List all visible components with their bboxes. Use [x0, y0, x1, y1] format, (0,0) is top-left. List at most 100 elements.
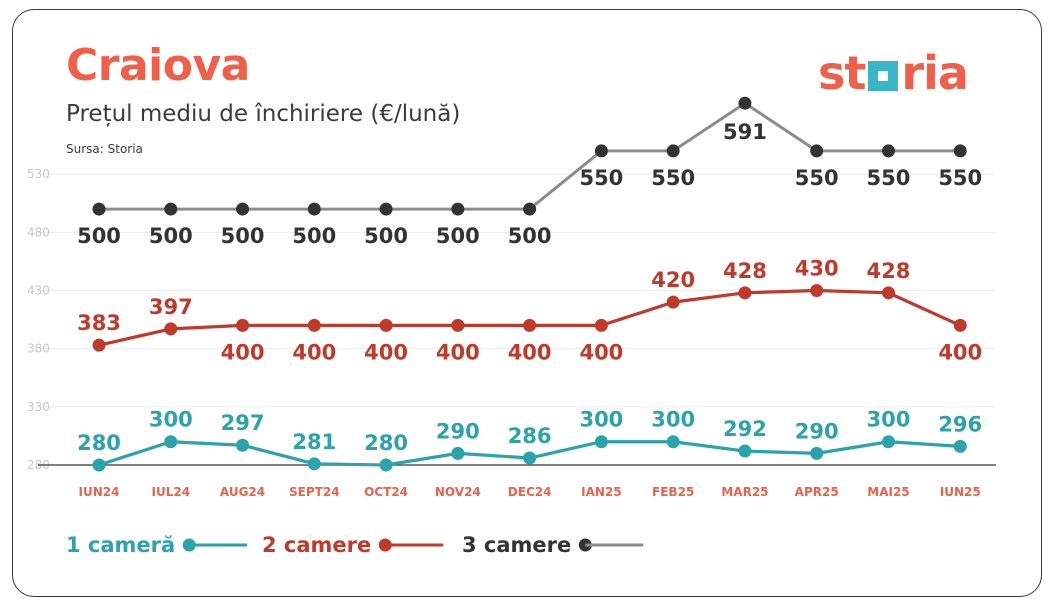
series-3-camere-point [92, 202, 106, 216]
series-1-camera-value-label: 300 [579, 408, 623, 432]
series-1-camera-point [307, 457, 321, 471]
series-2-camere-point [92, 338, 106, 352]
series-2-camere-value-label: 400 [364, 340, 408, 364]
y-tick-label: 330 [27, 400, 50, 414]
chart-subtitle: Prețul mediu de închiriere (€/lună) [66, 101, 461, 127]
series-3-camere-value-label: 550 [651, 166, 695, 190]
series-3-camere-value-label: 550 [867, 166, 911, 190]
y-tick-label: 380 [27, 342, 50, 356]
x-tick-label: APR25 [795, 485, 839, 499]
series-2-camere-value-label: 397 [149, 295, 193, 319]
series-2-camere-point [307, 318, 321, 332]
series-3-camere-point [451, 202, 465, 216]
y-tick-label: 430 [27, 284, 50, 298]
x-tick-label: NOV24 [435, 485, 481, 499]
series-1-camera-point [164, 435, 178, 449]
series-2-camere-point [666, 295, 680, 309]
series-1-camera-value-label: 300 [149, 408, 193, 432]
legend-label: 1 cameră [66, 533, 175, 557]
series-2-camere-value-label: 383 [77, 311, 121, 335]
series-2-camere-value-label: 400 [938, 340, 982, 364]
series-3-camere-value-label: 500 [221, 224, 265, 248]
series-2-camere-value-label: 428 [867, 259, 911, 283]
y-tick-label: 480 [27, 225, 50, 239]
series-2-camere-point [594, 318, 608, 332]
series-3-camere-point [307, 202, 321, 216]
x-tick-label: SEPT24 [289, 485, 340, 499]
x-tick-label: FEB25 [652, 485, 694, 499]
series-3-camere-point [164, 202, 178, 216]
series-3-camere-value-label: 500 [364, 224, 408, 248]
series-2-camere-point [164, 322, 178, 336]
logo-box-icon [868, 61, 899, 91]
series-1-camera-value-label: 281 [292, 430, 336, 454]
series-3-camere-value-label: 500 [508, 224, 552, 248]
series-1-camera-value-label: 297 [221, 411, 265, 435]
series-2-camere-point [738, 286, 752, 300]
series-3-camere-value-label: 550 [579, 166, 623, 190]
series-2-camere-value-label: 400 [221, 340, 265, 364]
legend: 1 cameră 2 camere 3 camere [66, 533, 644, 557]
series-2-camere-value-label: 400 [292, 340, 336, 364]
series-1-camera-point [523, 451, 537, 465]
series-1-camera-point [810, 446, 824, 460]
x-tick-label: IAN25 [581, 485, 622, 499]
series-2-camere-point [379, 318, 393, 332]
series-3-camere-point [523, 202, 537, 216]
series-3-camere-point [666, 144, 680, 158]
series-3-camere-point [594, 144, 608, 158]
x-tick-label: AUG24 [220, 485, 265, 499]
series-2-camere-point [236, 318, 250, 332]
series-1-camera-point [594, 435, 608, 449]
x-tick-label: IUL24 [151, 485, 190, 499]
series-2-camere-point [953, 318, 967, 332]
series-3-camere-point [738, 96, 752, 110]
series-2-camere-value-label: 400 [436, 340, 480, 364]
series-2-camere-point [810, 284, 824, 298]
series-1-camera-point [236, 438, 250, 452]
series-3-camere-value-label: 591 [723, 120, 767, 144]
series-3-camere-point [810, 144, 824, 158]
x-tick-label: MAI25 [867, 485, 909, 499]
series-1-camera-point [379, 458, 393, 472]
series-1-camera-point [92, 458, 106, 472]
series-3-camere-value-label: 500 [292, 224, 336, 248]
series-1-camera-point [666, 435, 680, 449]
x-tick-label: MAR25 [721, 485, 768, 499]
storia-logo: st ria [818, 50, 969, 96]
series-3-camere-point [379, 202, 393, 216]
series-2-camere-value-label: 428 [723, 259, 767, 283]
x-tick-label: IUN25 [940, 485, 981, 499]
series-1-camera-point [451, 446, 465, 460]
series-layer [92, 96, 967, 472]
series-3-camere-point [953, 144, 967, 158]
series-1-camera-value-label: 290 [795, 419, 839, 443]
series-1-camera-point [953, 439, 967, 453]
series-2-camere-point [451, 318, 465, 332]
series-3-camere-value-label: 550 [938, 166, 982, 190]
series-3-camere-line [99, 101, 961, 211]
series-3-camere-point [236, 202, 250, 216]
grid-layer: 280 330 380 430 480 530 [27, 167, 996, 472]
source-note: Sursa: Storia [66, 142, 143, 156]
series-1-camera-point [738, 444, 752, 458]
series-2-camere-value-label: 430 [795, 257, 839, 281]
series-3-camere-value-label: 500 [77, 224, 121, 248]
city-title: Craiova [66, 40, 250, 91]
series-1-camera-value-label: 300 [651, 408, 695, 432]
series-2-camere-value-label: 400 [579, 340, 623, 364]
series-2-camere-value-label: 420 [651, 268, 695, 292]
chart-card [12, 9, 1042, 597]
series-1-camera-point [881, 435, 895, 449]
x-tick-label: IUN24 [79, 485, 120, 499]
series-1-camera-value-label: 300 [867, 408, 911, 432]
legend-label: 3 camere [462, 533, 571, 557]
data-label-layer: 280 300 297 281 280 290 286 300 300 292 290 300 296 3… [77, 120, 982, 455]
x-tick-label: OCT24 [364, 485, 408, 499]
series-2-camere-value-label: 400 [508, 340, 552, 364]
legend-label: 2 camere [262, 533, 371, 557]
series-2-camere-point [881, 286, 895, 300]
series-1-camera-value-label: 290 [436, 419, 480, 443]
series-2-camere-line [98, 288, 961, 347]
